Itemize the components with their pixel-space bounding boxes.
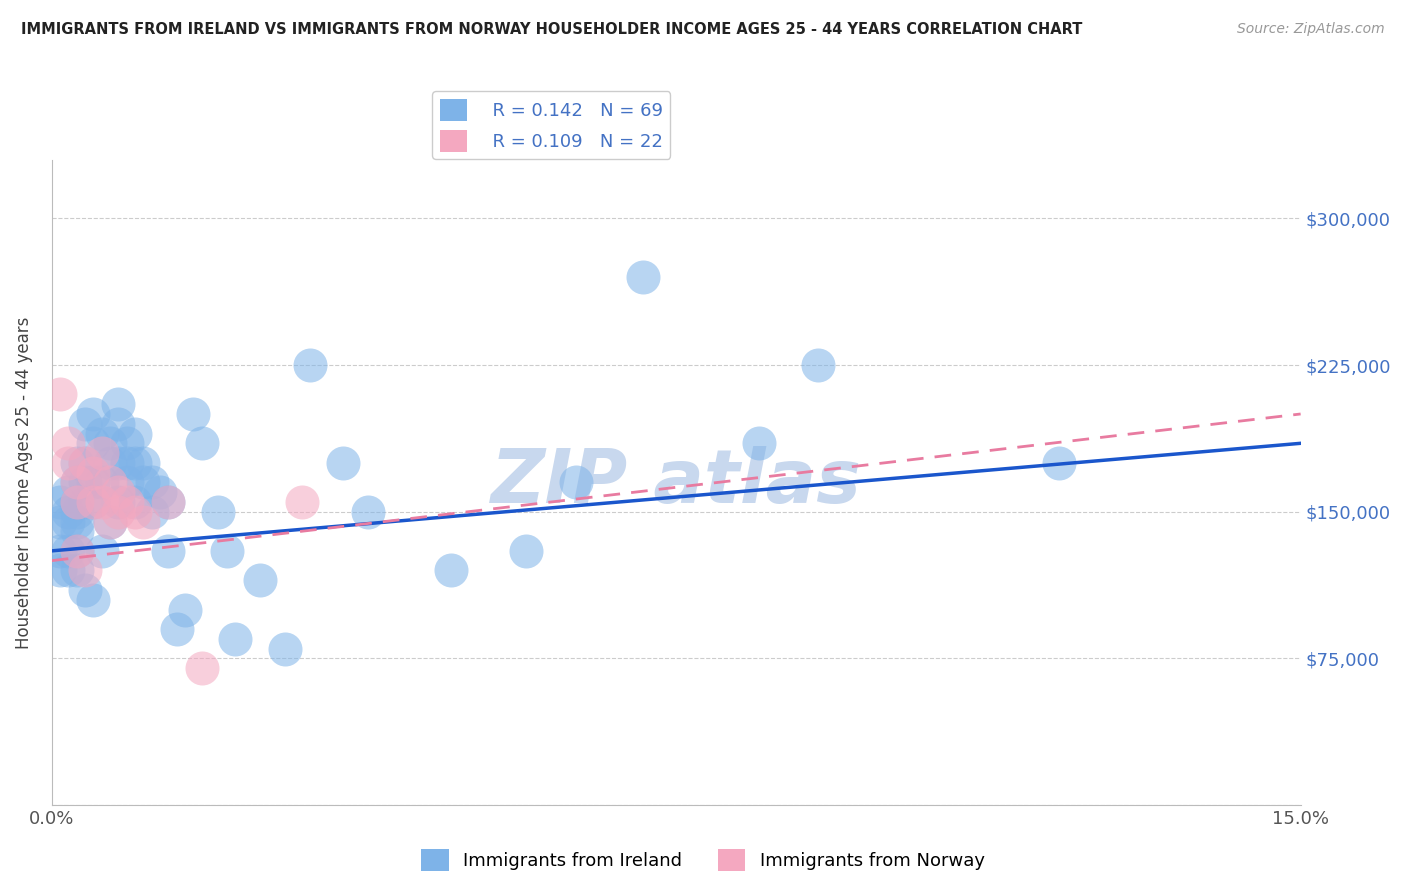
Point <box>58 436 80 450</box>
Point <box>107 417 129 431</box>
Point <box>66 524 89 539</box>
Point <box>58 456 80 470</box>
Point <box>181 407 204 421</box>
Point <box>82 495 104 509</box>
Point <box>1047 456 1070 470</box>
Point <box>115 495 138 509</box>
Legend: Immigrants from Ireland, Immigrants from Norway: Immigrants from Ireland, Immigrants from… <box>415 842 991 879</box>
Point <box>207 505 229 519</box>
Point <box>49 387 72 401</box>
Point <box>58 505 80 519</box>
Point <box>298 358 321 372</box>
Point <box>748 436 770 450</box>
Point <box>66 544 89 558</box>
Point <box>58 485 80 500</box>
Point <box>98 515 121 529</box>
Point <box>58 515 80 529</box>
Point <box>73 475 96 490</box>
Point <box>174 602 197 616</box>
Text: Source: ZipAtlas.com: Source: ZipAtlas.com <box>1237 22 1385 37</box>
Point <box>249 573 271 587</box>
Point <box>73 582 96 597</box>
Point <box>190 436 212 450</box>
Point <box>166 622 188 636</box>
Point <box>141 475 163 490</box>
Point <box>124 505 146 519</box>
Point <box>357 505 380 519</box>
Point <box>66 495 89 509</box>
Point <box>132 475 155 490</box>
Point <box>107 495 129 509</box>
Point <box>98 436 121 450</box>
Point <box>49 515 72 529</box>
Point <box>107 505 129 519</box>
Point <box>124 426 146 441</box>
Point <box>274 641 297 656</box>
Point <box>290 495 312 509</box>
Point <box>157 544 180 558</box>
Point <box>141 505 163 519</box>
Point <box>49 495 72 509</box>
Point <box>332 456 354 470</box>
Text: IMMIGRANTS FROM IRELAND VS IMMIGRANTS FROM NORWAY HOUSEHOLDER INCOME AGES 25 - 4: IMMIGRANTS FROM IRELAND VS IMMIGRANTS FR… <box>21 22 1083 37</box>
Point <box>98 456 121 470</box>
Point <box>132 515 155 529</box>
Point <box>190 661 212 675</box>
Point <box>82 475 104 490</box>
Point <box>90 544 112 558</box>
Point <box>66 563 89 577</box>
Point <box>90 426 112 441</box>
Point <box>73 495 96 509</box>
Point <box>807 358 830 372</box>
Point <box>82 407 104 421</box>
Point <box>98 515 121 529</box>
Point <box>58 544 80 558</box>
Point <box>157 495 180 509</box>
Point <box>58 563 80 577</box>
Y-axis label: Householder Income Ages 25 - 44 years: Householder Income Ages 25 - 44 years <box>15 317 32 648</box>
Point <box>66 475 89 490</box>
Point <box>132 456 155 470</box>
Point <box>224 632 246 646</box>
Point <box>157 495 180 509</box>
Point <box>515 544 537 558</box>
Point <box>49 544 72 558</box>
Point <box>66 515 89 529</box>
Point <box>73 456 96 470</box>
Point <box>49 563 72 577</box>
Text: ZIP atlas: ZIP atlas <box>491 446 862 519</box>
Point <box>124 495 146 509</box>
Point <box>149 485 172 500</box>
Point <box>82 466 104 480</box>
Point <box>115 475 138 490</box>
Point <box>73 417 96 431</box>
Point <box>565 475 588 490</box>
Point <box>115 456 138 470</box>
Point <box>124 456 146 470</box>
Point <box>115 436 138 450</box>
Point <box>215 544 238 558</box>
Point <box>73 456 96 470</box>
Point <box>107 397 129 411</box>
Point <box>66 544 89 558</box>
Point <box>631 270 654 285</box>
Point <box>90 475 112 490</box>
Point <box>440 563 463 577</box>
Point <box>66 475 89 490</box>
Point <box>82 436 104 450</box>
Point <box>66 505 89 519</box>
Legend:   R = 0.142   N = 69,   R = 0.109   N = 22: R = 0.142 N = 69, R = 0.109 N = 22 <box>432 91 671 159</box>
Point <box>73 563 96 577</box>
Point <box>66 456 89 470</box>
Point <box>107 456 129 470</box>
Point <box>107 485 129 500</box>
Point <box>90 446 112 460</box>
Point <box>82 592 104 607</box>
Point <box>90 495 112 509</box>
Point <box>66 495 89 509</box>
Point <box>82 495 104 509</box>
Point <box>98 475 121 490</box>
